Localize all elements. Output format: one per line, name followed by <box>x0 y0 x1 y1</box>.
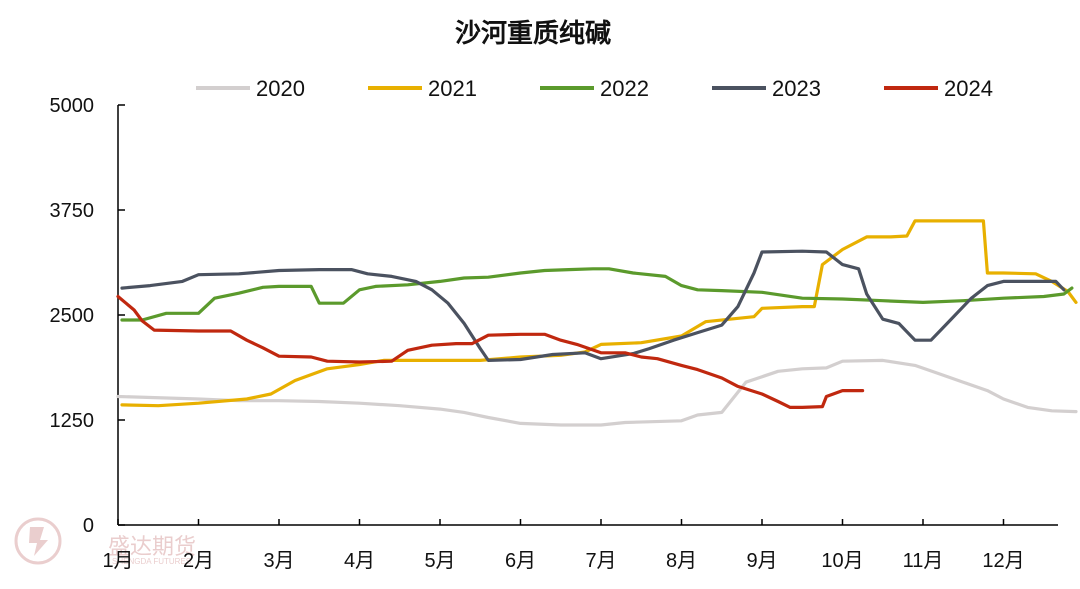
x-tick-label: 10月 <box>821 550 863 572</box>
x-tick-label: 11月 <box>903 550 944 572</box>
y-tick-label: 1250 <box>50 410 95 432</box>
y-tick-label: 5000 <box>50 95 95 117</box>
x-tick-label: 7月 <box>585 550 616 572</box>
x-tick-label: 8月 <box>666 550 697 572</box>
x-tick-label: 1月 <box>102 550 133 572</box>
x-tick-label: 3月 <box>263 550 294 572</box>
x-tick-label: 2月 <box>183 550 214 572</box>
series-line-2022 <box>120 267 1074 322</box>
watermark-logo <box>14 517 62 565</box>
x-tick-label: 4月 <box>344 550 375 572</box>
watermark-text: 盛达期货 <box>108 535 196 560</box>
chart-title: 沙河重质纯碱 <box>455 18 611 49</box>
legend-label-2024: 2024 <box>944 76 993 101</box>
x-tick-label: 9月 <box>746 550 777 572</box>
y-tick-label: 0 <box>83 515 94 537</box>
x-tick-label: 5月 <box>424 550 455 572</box>
y-tick-label: 2500 <box>50 305 95 327</box>
legend-label-2023: 2023 <box>772 76 821 101</box>
series-line-2021 <box>120 219 1078 408</box>
x-tick-label: 12月 <box>982 550 1024 572</box>
series-line-2024 <box>116 294 865 409</box>
series-line-2023 <box>120 249 1066 362</box>
legend: 2020 2021 2022 2023 2024 <box>196 76 993 101</box>
y-tick-label: 3750 <box>50 200 95 222</box>
legend-label-2022: 2022 <box>600 76 649 101</box>
watermark-subtext: SHENGDA FUTURES <box>112 557 191 566</box>
legend-label-2021: 2021 <box>428 76 477 101</box>
legend-label-2020: 2020 <box>256 76 305 101</box>
series-line-2020 <box>116 358 1078 427</box>
x-tick-label: 6月 <box>505 550 536 572</box>
series-lines <box>116 219 1078 427</box>
axes: 0 1250 2500 3750 5000 1月 2月 3月 4月 5月 6月 7月 8月 9月 10月 11… <box>50 95 1058 572</box>
